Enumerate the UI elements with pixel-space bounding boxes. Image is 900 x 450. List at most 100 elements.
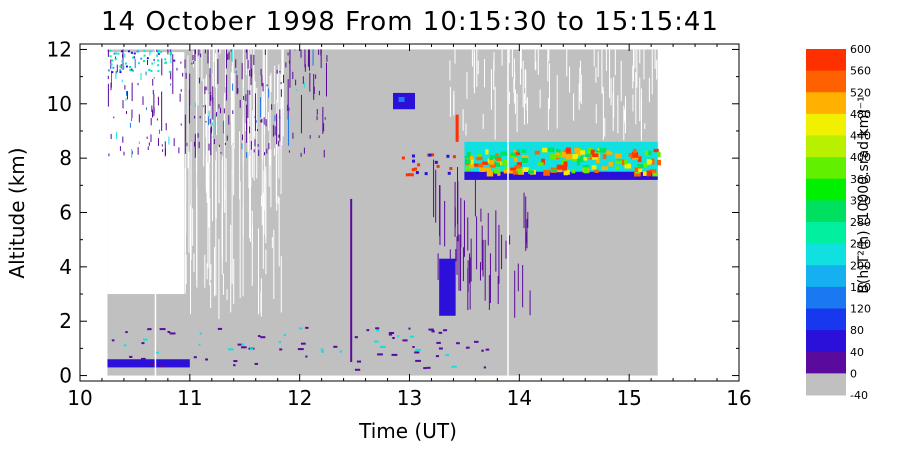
clear-sky-streak — [639, 49, 641, 64]
low-aerosol — [380, 345, 386, 348]
clear-sky-streak — [209, 198, 211, 286]
cirrus-patch — [415, 171, 419, 175]
signal-noise — [217, 58, 219, 84]
clear-sky-streak — [195, 49, 197, 102]
signal-noise — [232, 110, 234, 115]
clear-sky-streak — [207, 180, 209, 268]
signal-noise — [131, 148, 133, 158]
clear-sky-streak — [605, 49, 607, 71]
clear-sky-streak — [248, 127, 250, 189]
cirrus-core — [565, 147, 571, 154]
cirrus-core — [624, 159, 628, 165]
signal-noise — [300, 152, 302, 157]
virga-streak — [527, 211, 529, 228]
virga-streak — [482, 239, 484, 277]
signal-noise — [249, 70, 251, 77]
cirrus-patch — [417, 163, 421, 167]
signal-noise — [146, 57, 149, 60]
clear-sky-streak — [466, 72, 468, 100]
clear-sky-streak — [242, 206, 244, 297]
signal-noise — [235, 70, 237, 74]
signal-noise — [276, 69, 278, 74]
low-aerosol — [374, 340, 379, 343]
cirrus-core — [522, 167, 529, 173]
clear-sky-streak — [274, 65, 276, 105]
cirrus-core — [517, 149, 521, 153]
signal-noise — [257, 129, 259, 132]
signal-noise — [151, 109, 153, 118]
signal-noise — [125, 110, 127, 114]
signal-noise — [111, 71, 114, 74]
signal-noise — [158, 49, 161, 52]
cirrus-core — [582, 156, 588, 161]
signal-noise — [107, 49, 109, 57]
colorbar-tick-label: 280 — [850, 216, 871, 229]
clear-sky-streak — [494, 86, 496, 140]
low-aerosol — [354, 368, 361, 371]
signal-noise — [172, 54, 174, 94]
signal-noise — [326, 55, 328, 62]
clear-sky-streak — [465, 123, 467, 136]
signal-noise — [107, 75, 109, 80]
low-aerosol — [125, 331, 128, 334]
signal-noise — [323, 149, 325, 158]
clear-sky-streak — [218, 144, 220, 204]
clear-sky-streak — [639, 77, 641, 122]
clear-sky-streak — [261, 195, 263, 207]
signal-noise — [108, 69, 111, 72]
signal-noise — [316, 115, 318, 121]
signal-noise — [257, 144, 259, 147]
cirrus-patch — [411, 168, 415, 172]
clear-sky-streak — [643, 49, 645, 80]
cirrus-core — [614, 153, 622, 159]
virga-streak — [523, 192, 525, 229]
low-aerosol — [278, 341, 282, 344]
signal-noise — [288, 107, 290, 111]
cirrus-core — [650, 158, 655, 165]
cirrus-core — [599, 147, 607, 153]
clear-sky-streak — [280, 74, 282, 138]
low-aerosol — [279, 348, 283, 351]
clear-sky-streak — [242, 49, 244, 88]
clear-sky-streak — [212, 73, 214, 92]
cirrus-core — [643, 162, 648, 168]
signal-noise — [142, 60, 145, 63]
virga-streak — [449, 249, 451, 259]
signal-noise — [153, 107, 155, 114]
clear-sky-streak — [602, 87, 604, 95]
low-aerosol — [474, 340, 479, 343]
clear-sky-streak — [205, 74, 207, 194]
clear-sky-streak — [578, 83, 580, 110]
clear-sky-streak — [224, 92, 226, 213]
virga-streak — [489, 253, 491, 304]
signal-noise — [125, 65, 128, 68]
cirrus-core — [579, 156, 584, 163]
cirrus-core — [493, 168, 501, 174]
low-aerosol — [481, 349, 484, 352]
signal-noise — [243, 95, 245, 100]
signal-noise — [261, 75, 263, 81]
clear-sky-streak — [184, 168, 186, 294]
signal-noise — [149, 50, 152, 53]
cirrus-core — [556, 164, 562, 170]
signal-noise — [209, 74, 211, 78]
signal-noise — [168, 70, 171, 73]
cirrus-core — [510, 167, 516, 171]
virga-streak — [525, 196, 527, 251]
signal-noise — [191, 62, 193, 65]
clear-sky-streak — [230, 224, 232, 313]
clear-sky-streak — [595, 104, 597, 124]
signal-noise — [294, 49, 296, 51]
signal-noise — [316, 109, 318, 115]
clear-sky-streak — [535, 61, 537, 71]
clear-sky-streak — [249, 155, 251, 239]
signal-noise — [113, 116, 115, 119]
signal-noise — [300, 49, 302, 58]
signal-noise — [151, 105, 153, 113]
signal-noise — [253, 149, 255, 153]
cirrus-core — [601, 166, 608, 171]
signal-noise — [276, 113, 278, 145]
signal-noise — [117, 52, 120, 55]
signal-noise — [308, 49, 310, 71]
signal-noise — [114, 56, 116, 59]
